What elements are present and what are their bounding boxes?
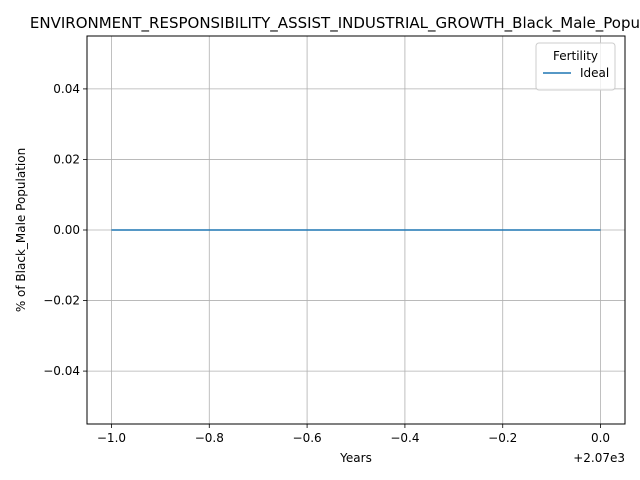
x-tick-label: 0.0	[591, 431, 610, 445]
y-axis-ticks: −0.04 −0.02 0.00 0.02 0.04	[43, 82, 87, 378]
y-tick-label: 0.00	[53, 223, 80, 237]
y-tick-label: −0.04	[43, 364, 80, 378]
y-tick-label: 0.02	[53, 152, 80, 166]
chart-title: ENVIRONMENT_RESPONSIBILITY_ASSIST_INDUST…	[30, 14, 640, 33]
x-axis-offset-label: +2.07e3	[573, 451, 625, 465]
x-tick-label: −0.2	[488, 431, 517, 445]
x-tick-label: −0.8	[195, 431, 224, 445]
legend-title: Fertility	[553, 49, 598, 63]
legend-box	[535, 42, 616, 91]
legend: Fertility Ideal	[535, 42, 616, 91]
y-tick-label: 0.04	[53, 82, 80, 96]
legend-label: Ideal	[580, 66, 609, 80]
x-axis-ticks: −1.0 −0.8 −0.6 −0.4 −0.2 0.0	[97, 424, 610, 445]
legend-entries: Ideal	[543, 66, 609, 80]
y-axis-label: % of Black_Male Population	[14, 148, 28, 312]
x-tick-label: −1.0	[97, 431, 126, 445]
x-axis-label: Years	[339, 451, 372, 465]
x-tick-label: −0.6	[293, 431, 322, 445]
y-tick-label: −0.02	[43, 294, 80, 308]
x-tick-label: −0.4	[390, 431, 419, 445]
